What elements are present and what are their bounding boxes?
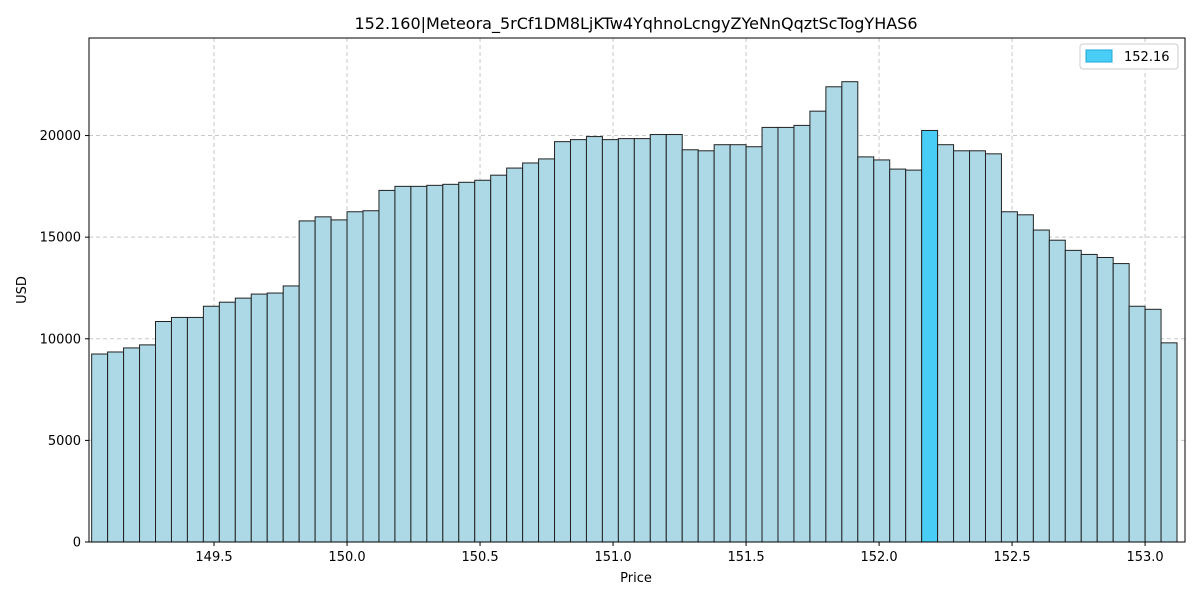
histogram-bar <box>250 293 268 543</box>
y-tick-label: 15000 <box>40 231 81 246</box>
x-axis-label: Price <box>620 571 652 586</box>
histogram-bar <box>330 219 348 543</box>
histogram-bar <box>266 292 284 543</box>
y-tick-label: 20000 <box>40 129 81 144</box>
histogram-bar <box>1032 229 1050 543</box>
x-tick-label: 152.0 <box>860 550 897 565</box>
histogram-bar <box>1144 308 1162 543</box>
legend-label: 152.16 <box>1124 50 1170 65</box>
x-tick-label: 151.0 <box>594 550 631 565</box>
histogram-bar <box>1096 256 1114 543</box>
histogram-bar <box>984 153 1002 543</box>
histogram-bar <box>601 139 619 543</box>
histogram-bar <box>234 297 252 543</box>
histogram-bar <box>218 301 236 543</box>
plot-frame <box>88 37 1186 543</box>
histogram-bar <box>729 144 747 543</box>
histogram-bar <box>969 150 986 543</box>
histogram-bar <box>857 156 875 543</box>
histogram-bar <box>713 144 731 543</box>
histogram-bar <box>889 168 907 543</box>
histogram-bar <box>697 150 715 543</box>
x-tick-label: 153.0 <box>1126 550 1163 565</box>
histogram-bar <box>426 184 444 543</box>
histogram-bar <box>139 344 157 543</box>
histogram-bar <box>522 162 540 543</box>
highlighted-bar <box>921 129 939 543</box>
histogram-bar <box>617 138 635 543</box>
histogram-bar <box>474 179 492 543</box>
histogram-bar <box>873 159 891 543</box>
histogram-bar <box>362 210 380 543</box>
histogram-bar <box>1000 211 1018 543</box>
histogram-bar <box>745 146 763 543</box>
histogram-bar <box>458 181 476 543</box>
histogram-bar <box>394 185 412 543</box>
x-tick-label: 151.5 <box>727 550 764 565</box>
histogram-bar <box>538 158 556 543</box>
histogram-bar <box>1016 214 1034 543</box>
histogram-bar <box>346 211 364 543</box>
histogram-bar <box>442 183 460 543</box>
y-tick-label: 0 <box>73 536 81 551</box>
histogram-bar <box>314 216 332 543</box>
histogram-bar <box>1080 253 1098 543</box>
histogram-bar <box>777 126 795 543</box>
histogram-bar <box>761 126 779 543</box>
histogram-bar <box>123 347 141 543</box>
histogram-bar <box>155 321 172 543</box>
histogram-bar <box>633 138 651 543</box>
legend-swatch <box>1085 49 1113 63</box>
histogram-bar <box>793 124 811 543</box>
histogram-bar <box>170 316 188 543</box>
histogram-bar <box>1112 263 1130 543</box>
histogram-bar <box>681 149 699 543</box>
histogram-bar <box>825 86 843 543</box>
legend: 152.16 <box>1079 43 1179 70</box>
histogram-bar <box>937 144 955 543</box>
x-tick-label: 150.0 <box>328 550 365 565</box>
histogram-bar <box>107 351 125 543</box>
histogram-bar <box>378 189 396 543</box>
x-tick-label: 149.5 <box>195 550 232 565</box>
histogram-bar <box>953 150 971 543</box>
histogram-bar <box>569 139 587 543</box>
y-tick-label: 5000 <box>48 434 81 449</box>
histogram-bar <box>809 110 827 543</box>
histogram-bar <box>506 167 524 543</box>
y-tick-label: 10000 <box>40 332 81 347</box>
x-tick-label: 152.5 <box>993 550 1030 565</box>
y-axis-label: USD <box>15 276 30 304</box>
histogram-bar <box>1128 305 1146 543</box>
chart-title: 152.160|Meteora_5rCf1DM8LjKTw4YqhnoLcngy… <box>354 14 917 34</box>
histogram-bar <box>649 134 667 543</box>
histogram-bar <box>410 185 428 543</box>
histogram-bar <box>282 285 300 543</box>
histogram-bar <box>1048 239 1066 543</box>
histogram-bar <box>585 136 603 543</box>
histogram-bar <box>490 174 508 543</box>
histogram-bar <box>665 134 683 543</box>
x-axis-ticks: 149.5 150.0 150.5 151.0 151.5 152.0 152.5 153.0 <box>195 542 1164 565</box>
histogram-bar <box>298 220 316 543</box>
histogram-bar <box>905 169 923 543</box>
histogram-bar <box>1160 342 1178 543</box>
histogram-bar <box>186 316 204 543</box>
histogram-bar <box>91 353 109 543</box>
histogram-bar <box>1064 249 1082 543</box>
x-tick-label: 150.5 <box>461 550 498 565</box>
histogram-bar <box>841 81 859 543</box>
histogram-bar <box>554 141 571 543</box>
histogram-bar <box>202 305 220 543</box>
y-axis-ticks: 0 5000 10000 15000 20000 <box>40 129 89 551</box>
